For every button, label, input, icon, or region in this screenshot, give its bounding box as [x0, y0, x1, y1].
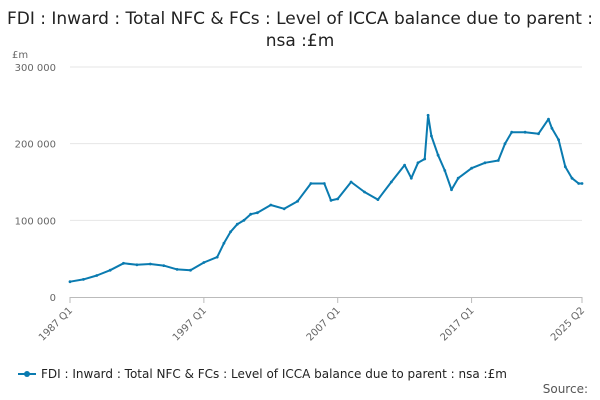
grid-lines	[70, 66, 582, 221]
data-point[interactable]	[456, 176, 460, 180]
y-tick-label: 300 000	[15, 63, 56, 74]
data-point[interactable]	[322, 182, 326, 185]
data-point[interactable]	[336, 197, 340, 201]
x-tick-label: 2007 Q1	[305, 305, 343, 343]
x-tick-label: 1997 Q1	[171, 305, 209, 343]
legend-line-marker-icon	[18, 369, 36, 379]
data-point[interactable]	[430, 134, 433, 138]
data-point[interactable]	[450, 188, 453, 192]
data-point[interactable]	[423, 157, 427, 161]
data-point[interactable]	[443, 169, 447, 172]
tick-labels: 0 100 000 200 000 300 000 1987 Q1 1997 Q1 2007…	[15, 63, 587, 343]
source-label: Source:	[542, 382, 588, 396]
data-point[interactable]	[256, 211, 259, 215]
data-point[interactable]	[376, 198, 380, 202]
data-point[interactable]	[229, 230, 233, 234]
data-point[interactable]	[389, 180, 393, 184]
y-tick-label: 0	[50, 293, 56, 304]
data-point[interactable]	[95, 274, 99, 277]
legend[interactable]: FDI : Inward : Total NFC & FCs : Level o…	[18, 367, 507, 381]
data-point[interactable]	[547, 117, 550, 121]
data-point[interactable]	[249, 212, 253, 216]
series-layer	[68, 113, 584, 284]
data-point[interactable]	[416, 161, 420, 165]
data-point[interactable]	[577, 182, 581, 185]
data-point[interactable]	[523, 130, 527, 134]
y-tick-label: 200 000	[15, 140, 56, 151]
data-point[interactable]	[162, 264, 166, 267]
data-point[interactable]	[122, 261, 125, 265]
data-point[interactable]	[68, 280, 72, 284]
data-point[interactable]	[580, 182, 584, 185]
x-tick-label: 2025 Q2	[549, 305, 587, 343]
data-point[interactable]	[282, 207, 286, 211]
legend-series-label: FDI : Inward : Total NFC & FCs : Level o…	[41, 367, 507, 381]
y-axis-unit-label: £m	[12, 50, 29, 61]
x-tick-label: 2017 Q1	[439, 305, 477, 343]
y-tick-label: 100 000	[15, 216, 56, 227]
data-point[interactable]	[242, 218, 246, 222]
data-point[interactable]	[550, 126, 554, 130]
data-point[interactable]	[148, 262, 152, 266]
data-point[interactable]	[215, 255, 219, 259]
x-tick-label: 1987 Q1	[37, 305, 75, 343]
data-point[interactable]	[537, 132, 540, 136]
data-point[interactable]	[175, 268, 179, 271]
data-point[interactable]	[222, 241, 226, 245]
data-point[interactable]	[349, 180, 353, 184]
data-point[interactable]	[235, 222, 239, 226]
data-point[interactable]	[269, 203, 273, 207]
data-point[interactable]	[483, 161, 487, 165]
data-point[interactable]	[108, 268, 112, 272]
data-point[interactable]	[409, 176, 413, 180]
series-line-0	[69, 114, 582, 283]
data-point[interactable]	[403, 163, 406, 167]
data-point[interactable]	[202, 261, 206, 264]
data-point[interactable]	[426, 113, 430, 117]
axes	[69, 297, 583, 303]
data-point[interactable]	[329, 199, 333, 202]
data-point[interactable]	[309, 182, 313, 185]
data-point[interactable]	[436, 153, 440, 157]
data-point[interactable]	[363, 190, 366, 194]
data-point[interactable]	[496, 159, 500, 162]
data-point[interactable]	[503, 142, 507, 146]
data-point[interactable]	[557, 138, 560, 142]
data-point[interactable]	[470, 166, 473, 170]
data-point[interactable]	[296, 199, 299, 203]
chart-title: FDI : Inward : Total NFC & FCs : Level o…	[6, 9, 594, 51]
data-point[interactable]	[510, 130, 514, 134]
data-point[interactable]	[570, 176, 574, 180]
data-point[interactable]	[82, 278, 85, 281]
data-point[interactable]	[135, 263, 139, 267]
data-point[interactable]	[189, 268, 192, 272]
data-point[interactable]	[563, 165, 567, 169]
